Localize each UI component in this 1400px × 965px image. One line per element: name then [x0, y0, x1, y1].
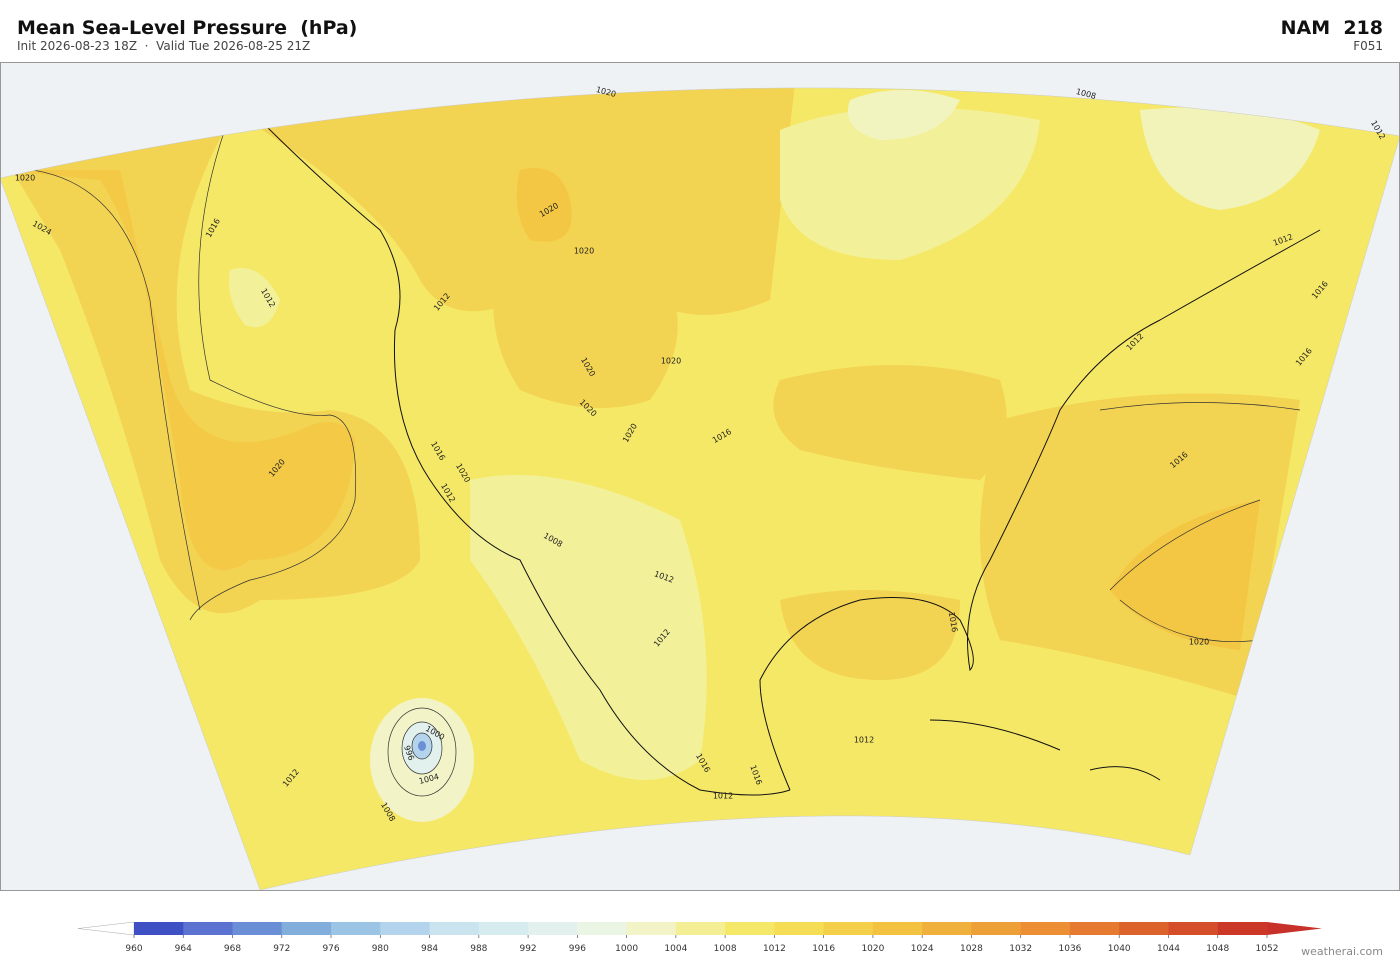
colorbar-tick-label: 1000 — [615, 944, 638, 954]
colorbar-segment — [823, 922, 874, 935]
colorbar-segment — [971, 922, 1022, 935]
colorbar-tick-label: 1040 — [1108, 944, 1131, 954]
title: Mean Sea-Level Pressure (hPa) — [17, 17, 357, 39]
colorbar-segment — [577, 922, 628, 935]
colorbar-segment — [232, 922, 283, 935]
colorbar-tick-label: 980 — [372, 944, 389, 954]
colorbar-tick-label: 1024 — [911, 944, 934, 954]
colorbar-tick-label: 1008 — [714, 944, 737, 954]
colorbar-segment — [675, 922, 726, 935]
colorbar-tick-label: 960 — [125, 944, 142, 954]
colorbar-tick-label: 1032 — [1009, 944, 1032, 954]
colorbar-tick-label: 1036 — [1059, 944, 1082, 954]
forecast-hour: F051 — [1353, 39, 1383, 53]
colorbar-segment — [478, 922, 529, 935]
colorbar-segment — [528, 922, 578, 935]
colorbar-tick-label: 972 — [273, 944, 290, 954]
colorbar-segment — [1119, 922, 1169, 935]
contour-label: 1020 — [15, 174, 35, 183]
colorbar-tick-label: 1052 — [1256, 944, 1279, 954]
colorbar-segment — [429, 922, 480, 935]
colorbar-tick-label: 1004 — [664, 944, 687, 954]
colorbar-under — [77, 921, 135, 936]
pressure-field — [0, 87, 1400, 890]
colorbar-segment — [331, 922, 381, 935]
colorbar-segment — [1069, 922, 1120, 935]
contour-label: 1016 — [947, 611, 959, 633]
colorbar-tick-label: 1048 — [1206, 944, 1229, 954]
colorbar-segment — [380, 922, 431, 935]
contour-label: 1020 — [574, 247, 594, 256]
subtitle: Init 2026-08-23 18Z · Valid Tue 2026-08-… — [17, 39, 310, 53]
colorbar-segment — [1217, 922, 1268, 935]
colorbar-tick-label: 984 — [421, 944, 438, 954]
colorbar-segment — [872, 922, 923, 935]
contour-label: 1012 — [854, 736, 874, 745]
colorbar-segment — [774, 922, 825, 935]
colorbar-tick-label: 968 — [224, 944, 241, 954]
colorbar-tick-label: 988 — [470, 944, 487, 954]
colorbar-tick-label: 992 — [519, 944, 536, 954]
colorbar-tick-label: 996 — [569, 944, 586, 954]
contour-label: 1012 — [713, 792, 733, 801]
colorbar-tick-label: 976 — [322, 944, 339, 954]
colorbar-segment — [134, 922, 184, 935]
watermark: weatherai.com — [1301, 945, 1383, 958]
contour-label: 1020 — [1189, 638, 1209, 647]
colorbar-segment — [1168, 922, 1219, 935]
colorbar-over — [1267, 922, 1322, 935]
colorbar-segment — [281, 922, 332, 935]
colorbar-segment — [725, 922, 775, 935]
contour-label: 1020 — [661, 357, 681, 366]
colorbar-segment — [1020, 922, 1071, 935]
colorbar-tick-label: 1020 — [861, 944, 884, 954]
colorbar-tick-label: 1044 — [1157, 944, 1180, 954]
colorbar-segment — [626, 922, 677, 935]
colorbar-segment — [922, 922, 972, 935]
colorbar-tick-label: 1028 — [960, 944, 983, 954]
colorbar-segment — [183, 922, 234, 935]
colorbar-tick-label: 1012 — [763, 944, 786, 954]
model: NAM 218 — [1281, 17, 1383, 39]
colorbar-tick-label: 1016 — [812, 944, 835, 954]
colorbar-tick-label: 964 — [175, 944, 192, 954]
